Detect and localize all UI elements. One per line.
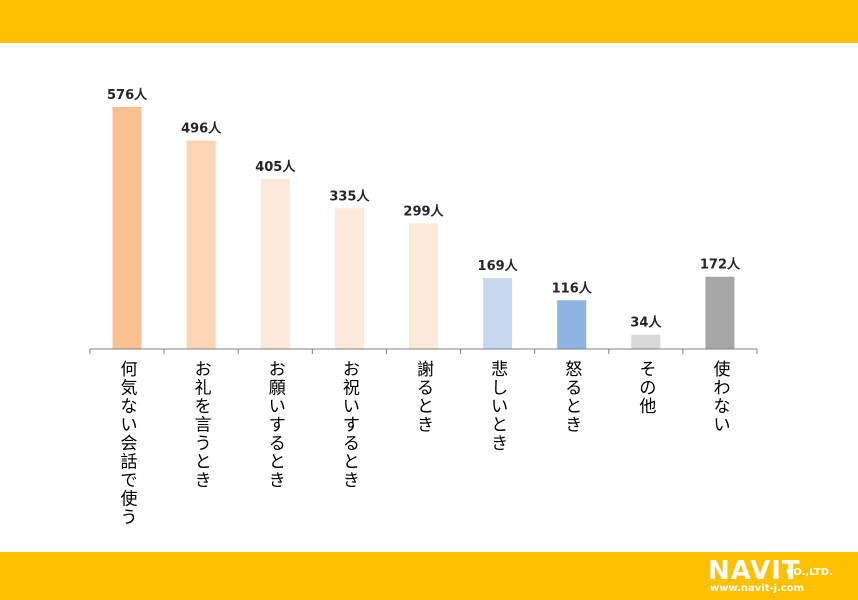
bar bbox=[186, 140, 216, 349]
category-label: お祝いするとき bbox=[343, 360, 360, 491]
category-label: お願いするとき bbox=[269, 360, 286, 491]
bottom-band bbox=[0, 552, 858, 600]
bar-value-label: 116人 bbox=[552, 280, 593, 296]
bar-value-label: 496人 bbox=[181, 121, 222, 137]
bar bbox=[483, 277, 513, 349]
logo-suffix: CO.,LTD. bbox=[786, 567, 833, 578]
bar bbox=[557, 300, 587, 349]
bar-chart: 576人 496人 405人 335人 299人 169人 116人 34人 172人 何気ない… bbox=[89, 87, 758, 528]
bar bbox=[334, 208, 364, 349]
logo-brand: NAVIT bbox=[708, 556, 801, 586]
top-band bbox=[0, 0, 858, 43]
x-axis bbox=[89, 348, 758, 354]
bar bbox=[705, 276, 735, 349]
category-label: 悲しいとき bbox=[491, 360, 508, 454]
bar-value-label: 169人 bbox=[478, 258, 519, 274]
navit-logo: NAVIT CO.,LTD. www.navit-j.com bbox=[708, 556, 848, 596]
category-labels-group: 何気ない会話で使う お礼を言うとき お願いするとき お祝いするとき 謝るとき 悲しいとき 怒… bbox=[121, 359, 731, 528]
bar-value-label: 576人 bbox=[107, 87, 148, 103]
category-label: 怒るとき bbox=[565, 360, 582, 436]
bar-value-label: 335人 bbox=[329, 188, 370, 204]
bars-group bbox=[112, 107, 735, 349]
category-label: その他 bbox=[639, 360, 656, 417]
category-label: 何気ない会話で使う bbox=[121, 360, 138, 528]
category-label: 謝るとき bbox=[417, 360, 434, 436]
bar bbox=[409, 223, 438, 349]
category-label: お礼を言うとき bbox=[195, 360, 212, 491]
bar bbox=[260, 178, 290, 349]
category-label: 使わない bbox=[713, 359, 730, 436]
value-labels-group: 576人 496人 405人 335人 299人 169人 116人 34人 172人 bbox=[107, 87, 741, 331]
bar bbox=[631, 334, 661, 349]
bar bbox=[112, 107, 142, 349]
bar-value-label: 34人 bbox=[630, 315, 662, 331]
bar-value-label: 299人 bbox=[403, 203, 444, 219]
bar-value-label: 172人 bbox=[700, 257, 741, 273]
logo-url: www.navit-j.com bbox=[710, 583, 805, 594]
bar-value-label: 405人 bbox=[255, 159, 296, 175]
